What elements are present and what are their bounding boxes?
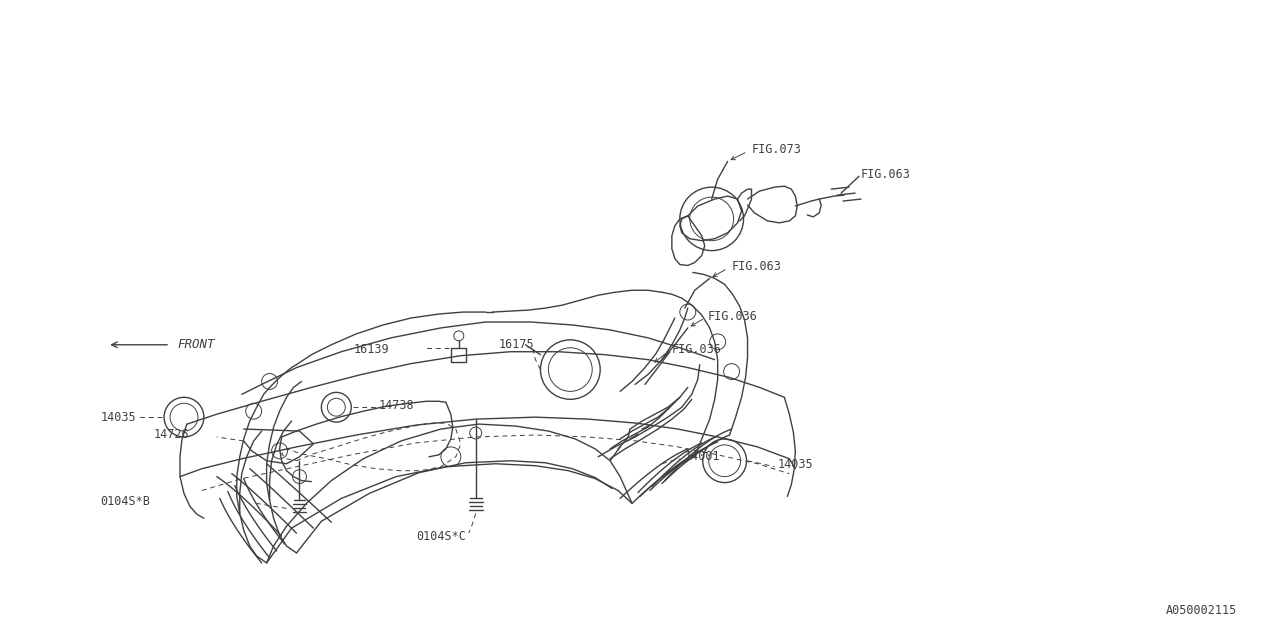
- Text: 14726: 14726: [154, 429, 189, 442]
- Text: FIG.073: FIG.073: [751, 143, 801, 156]
- Text: 0104S*B: 0104S*B: [100, 495, 150, 508]
- Text: FRONT: FRONT: [177, 339, 215, 351]
- Text: FIG.036: FIG.036: [672, 343, 722, 356]
- Text: 14035: 14035: [777, 458, 813, 471]
- Text: FIG.063: FIG.063: [732, 260, 782, 273]
- Text: 14738: 14738: [379, 399, 415, 412]
- Text: 14001: 14001: [685, 451, 721, 463]
- Text: FIG.063: FIG.063: [861, 168, 911, 180]
- Text: A050002115: A050002115: [1166, 604, 1238, 618]
- Text: FIG.036: FIG.036: [708, 310, 758, 323]
- Text: 0104S*C: 0104S*C: [416, 530, 466, 543]
- Text: 16175: 16175: [499, 339, 534, 351]
- Text: 16139: 16139: [353, 343, 389, 356]
- Text: 14035: 14035: [100, 411, 136, 424]
